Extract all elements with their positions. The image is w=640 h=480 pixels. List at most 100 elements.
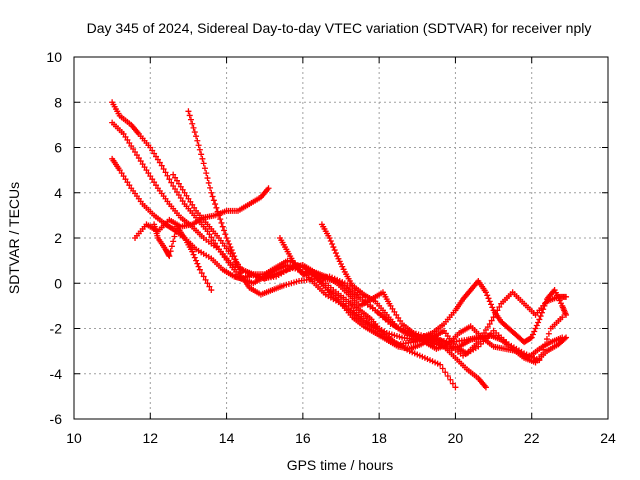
data-point: [439, 365, 446, 372]
data-point: [179, 186, 186, 193]
data-point: [447, 376, 454, 383]
data-point: [226, 241, 233, 248]
x-tick-label: 14: [219, 430, 235, 446]
data-point: [164, 172, 171, 179]
data-point: [168, 243, 175, 250]
data-point: [122, 176, 129, 183]
data-point: [201, 165, 208, 172]
data-point: [162, 169, 169, 176]
x-tick-label: 24: [600, 430, 616, 446]
data-point: [166, 176, 173, 183]
data-point: [128, 142, 135, 149]
series-track-10: [311, 268, 566, 361]
data-point: [141, 164, 148, 171]
data-point: [207, 184, 214, 191]
data-point: [204, 280, 211, 287]
data-point: [181, 189, 188, 196]
y-tick-label: 4: [54, 185, 62, 201]
data-point: [160, 165, 167, 172]
data-point: [490, 314, 497, 321]
data-point: [482, 384, 489, 391]
data-point: [214, 243, 221, 250]
series-track-5: [151, 221, 215, 294]
x-tick-label: 22: [524, 430, 540, 446]
data-point: [200, 160, 207, 167]
data-point: [166, 253, 173, 260]
data-point: [265, 185, 272, 192]
data-point: [387, 302, 394, 309]
data-point: [215, 212, 222, 219]
data-point: [563, 311, 570, 318]
data-point: [212, 201, 219, 208]
data-point: [190, 124, 197, 131]
data-point: [203, 170, 210, 177]
data-point: [228, 247, 235, 254]
data-point: [237, 270, 244, 277]
data-point: [212, 240, 219, 247]
data-point: [482, 327, 489, 334]
data-point: [189, 201, 196, 208]
data-point: [444, 373, 451, 380]
data-point: [331, 247, 338, 254]
data-point: [209, 193, 216, 200]
data-point: [496, 304, 503, 311]
data-point: [187, 198, 194, 205]
y-axis-label: SDTVAR / TECUs: [6, 182, 22, 294]
data-point: [175, 192, 182, 199]
grid-lines: [74, 57, 608, 419]
data-point: [535, 319, 542, 326]
data-point: [173, 188, 180, 195]
data-point: [389, 305, 396, 312]
x-tick-label: 18: [371, 430, 387, 446]
data-point: [206, 231, 213, 238]
data-point: [198, 151, 205, 158]
data-point: [175, 180, 182, 187]
x-axis-label: GPS time / hours: [287, 457, 394, 473]
data-point: [196, 146, 203, 153]
data-point: [133, 152, 140, 159]
data-point: [437, 361, 444, 368]
data-point: [475, 339, 482, 346]
data-point: [221, 227, 228, 234]
data-point: [489, 304, 496, 311]
y-tick-label: 10: [46, 49, 62, 65]
data-point: [543, 336, 550, 343]
data-point: [536, 357, 543, 364]
data-point: [171, 233, 178, 240]
data-point: [452, 384, 459, 391]
data-point: [158, 162, 165, 169]
data-point: [187, 116, 194, 123]
data-point: [222, 231, 229, 238]
data-point: [120, 130, 127, 137]
data-point: [151, 150, 158, 157]
data-point: [217, 216, 224, 223]
data-point: [172, 174, 179, 181]
data-point: [170, 171, 177, 178]
data-point: [528, 334, 535, 341]
data-point: [204, 175, 211, 182]
series-track-7: [170, 171, 566, 364]
y-tick-label: 0: [54, 275, 62, 291]
data-point: [135, 155, 142, 162]
data-point: [395, 314, 402, 321]
y-tick-label: 6: [54, 140, 62, 156]
data-point: [185, 108, 192, 115]
data-point: [213, 204, 220, 211]
data-point: [147, 144, 154, 151]
x-tick-label: 12: [142, 430, 158, 446]
data-point: [172, 228, 179, 235]
data-point: [206, 283, 213, 290]
data-point: [194, 260, 201, 267]
data-point: [191, 254, 198, 261]
data-point: [223, 235, 230, 241]
data-point: [124, 179, 131, 186]
data-point: [196, 266, 203, 273]
data-point: [484, 292, 491, 299]
data-point: [442, 369, 449, 376]
data-point: [330, 244, 337, 251]
data-point: [193, 133, 200, 140]
data-point: [195, 263, 202, 270]
data-point: [531, 328, 538, 335]
